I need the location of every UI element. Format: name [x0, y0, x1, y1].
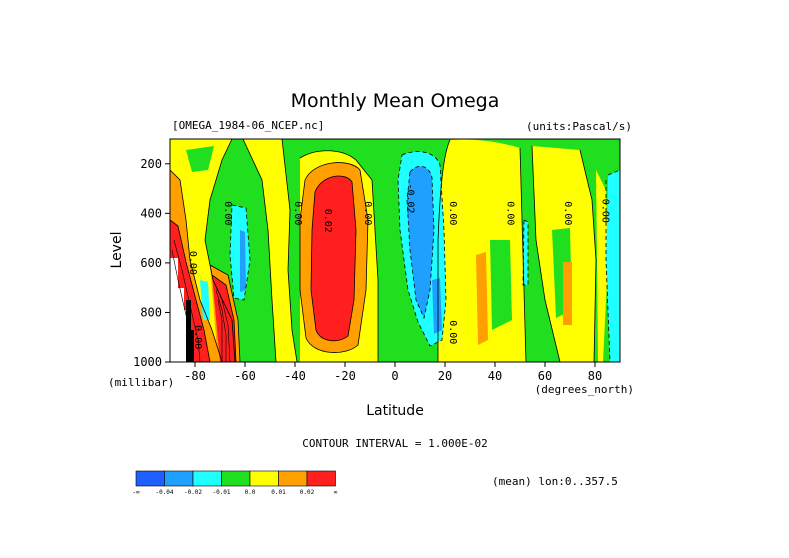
y-axis-title: Level	[109, 232, 125, 269]
footer-label: (mean) lon:0..357.5	[492, 475, 618, 488]
y-tick-label: 1000	[133, 355, 162, 369]
colorbar-label: 0.02	[300, 489, 315, 496]
x-tick-label: -60	[234, 369, 256, 383]
plot-area: 0.00 0.00 0.00 0.00 0.02 0.00 -0.02 0.00 0.00 0.0…	[169, 138, 621, 363]
colorbar: -∞ -0.04 -0.02 -0.01 0.0 0.01 0.02 ∞	[132, 470, 338, 496]
x-tick-label: 40	[488, 369, 502, 383]
dataset-label: [OMEGA_1984-06_NCEP.nc]	[172, 119, 324, 132]
x-tick-label: -80	[184, 369, 206, 383]
colorbar-label: 0.01	[271, 489, 286, 496]
contour-value-label: 0.00	[362, 201, 373, 225]
colorbar-swatch	[221, 470, 251, 487]
colorbar-label: -0.01	[212, 489, 230, 496]
colorbar-swatch	[306, 470, 336, 487]
y-tick-label: 400	[140, 206, 162, 220]
colorbar-swatch	[164, 470, 194, 487]
contour-value-label: 0.00	[600, 199, 611, 223]
x-axis: -80 -60 -40 -20 0 20 40 60 80	[184, 362, 602, 383]
contour-value-label: 0.00	[505, 201, 516, 225]
negative-contour-lines	[229, 151, 621, 363]
colorbar-swatch	[135, 470, 165, 487]
chart-title: Monthly Mean Omega	[291, 90, 500, 112]
contour-value-label: 0.00	[447, 201, 458, 225]
colorbar-label: -∞	[132, 489, 140, 496]
dense-contour-lines	[171, 239, 231, 363]
x-tick-label: 60	[538, 369, 552, 383]
contour-value-label: 0.00	[447, 320, 458, 344]
colorbar-label: -0.04	[155, 489, 173, 496]
y-tick-label: 200	[140, 157, 162, 171]
y-axis: 200 400 600 800 1000	[133, 157, 170, 369]
missing-data-boundary	[186, 300, 194, 362]
x-tick-label: -40	[284, 369, 306, 383]
y-tick-label: 800	[140, 305, 162, 319]
x-units-label: (degrees_north)	[535, 383, 634, 396]
colorbar-swatch	[249, 470, 279, 487]
y-tick-label: 600	[140, 256, 162, 270]
colorbar-label: 0.0	[245, 489, 256, 496]
x-tick-label: 20	[438, 369, 452, 383]
contour-value-label: 0.02	[322, 209, 333, 233]
x-tick-label: -20	[334, 369, 356, 383]
colorbar-swatch	[278, 470, 308, 487]
x-tick-label: 0	[391, 369, 398, 383]
contour-band-green	[186, 146, 572, 362]
contour-value-label: 0.00	[562, 201, 573, 225]
colorbar-swatch	[192, 470, 222, 487]
colorbar-label: -0.02	[184, 489, 202, 496]
x-tick-label: 80	[588, 369, 602, 383]
contour-value-label: 0.00	[192, 325, 203, 349]
contour-value-label: 0.00	[222, 201, 233, 225]
missing-data-region	[170, 258, 188, 362]
units-label: (units:Pascal/s)	[526, 120, 632, 133]
contour-value-label: 0.00	[292, 201, 303, 225]
x-axis-title: Latitude	[366, 403, 424, 419]
contour-lines	[169, 138, 597, 363]
contour-value-label: 0.00	[187, 251, 198, 275]
colorbar-label: ∞	[334, 489, 338, 496]
contour-interval-label: CONTOUR INTERVAL = 1.000E-02	[302, 437, 487, 450]
contour-labels: 0.00 0.00 0.00 0.00 0.02 0.00 -0.02 0.00 0.00 0.0…	[187, 183, 611, 349]
y-units-label: (millibar)	[108, 376, 174, 389]
contour-value-label: -0.02	[405, 183, 416, 213]
